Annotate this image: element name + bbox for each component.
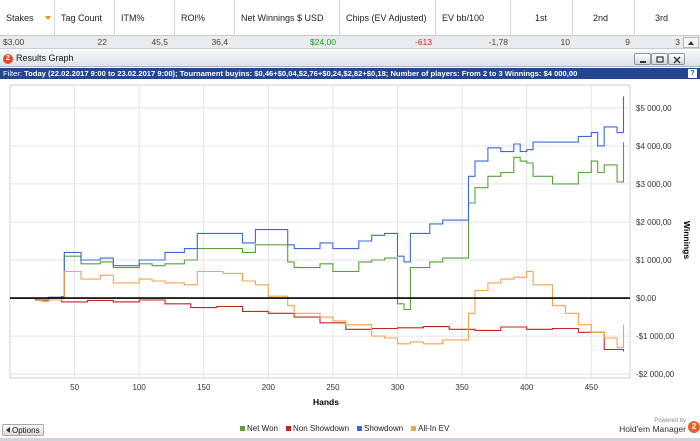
brand-name: Hold'em Manager xyxy=(619,424,686,434)
tag-count-value: 22 xyxy=(97,37,107,47)
legend-swatch xyxy=(411,425,417,431)
column-header-3rd[interactable]: 3rd xyxy=(635,0,700,36)
brand-block: Powered by Hold'em Manager xyxy=(619,418,686,434)
itm-value: 45,5 xyxy=(151,37,168,47)
close-icon xyxy=(673,56,681,64)
maximize-button[interactable] xyxy=(651,53,668,65)
filter-bar: Filter: Today (22.02.2017 9:00 to 23.02.… xyxy=(0,68,700,79)
x-tick-label: 200 xyxy=(262,383,276,392)
options-label: Options xyxy=(12,425,40,435)
maximize-icon xyxy=(656,56,664,63)
first-place-value: 10 xyxy=(560,37,570,47)
y-tick-labels: -$2 000,00 -$1 000,00 $0,00 $1 000,00 $2 000… xyxy=(636,104,675,379)
y-tick-label: -$1 000,00 xyxy=(636,332,675,341)
legend-showdown[interactable]: Showdown xyxy=(357,423,403,433)
legend-label: Showdown xyxy=(364,423,404,433)
column-header-itm[interactable]: ITM% xyxy=(115,0,175,36)
legend-label: Non Showdown xyxy=(292,423,350,433)
x-tick-label: 250 xyxy=(326,383,340,392)
y-tick-label: -$2 000,00 xyxy=(636,370,675,379)
column-header-label: ROI% xyxy=(181,13,206,23)
third-place-value: 3 xyxy=(675,37,680,47)
y-tick-label: $3 000,00 xyxy=(636,180,672,189)
column-header-label: EV bb/100 xyxy=(442,13,485,23)
filter-text: Today (22.02.2017 9:00 to 23.02.2017 9:0… xyxy=(24,69,578,78)
column-header-tag-count[interactable]: Tag Count xyxy=(55,0,115,36)
column-header-2nd[interactable]: 2nd xyxy=(573,0,635,36)
y-tick-label: $4 000,00 xyxy=(636,142,672,151)
hm2-logo-icon: 2 xyxy=(3,54,13,64)
column-header-label: Net Winnings $ USD xyxy=(241,13,324,23)
window-title: Results Graph xyxy=(16,53,74,63)
column-header-roi[interactable]: ROI% xyxy=(175,0,235,36)
column-header-label: Stakes xyxy=(6,13,34,23)
status-strip xyxy=(0,438,700,441)
results-graph[interactable]: 50 100 150 200 250 300 350 400 450 -$2 000,00 -$1… xyxy=(0,80,700,420)
stakes-value: $3,00 xyxy=(3,37,25,47)
column-header-label: 2nd xyxy=(593,13,609,23)
plot-area xyxy=(9,84,631,379)
column-header-net-winnings[interactable]: Net Winnings $ USD xyxy=(235,0,340,36)
net-winnings-value: $24,00 xyxy=(310,37,336,47)
column-header-label: Chips (EV Adjusted) xyxy=(346,13,427,23)
y-tick-label: $1 000,00 xyxy=(636,256,672,265)
legend-swatch xyxy=(240,425,245,431)
column-header-chips-ev[interactable]: Chips (EV Adjusted) xyxy=(340,0,436,36)
legend-all-in-ev[interactable]: All-In EV xyxy=(411,423,449,433)
x-tick-label: 50 xyxy=(70,383,79,392)
roi-value: 36,4 xyxy=(211,37,228,47)
help-icon[interactable]: ? xyxy=(688,69,697,78)
x-axis-label: Hands xyxy=(313,397,339,407)
legend-swatch xyxy=(285,425,291,431)
x-tick-label: 150 xyxy=(197,383,211,392)
series-line-net-won xyxy=(10,142,625,311)
series-line-showdown xyxy=(10,96,625,302)
filter-label: Filter: xyxy=(3,69,22,78)
results-chart[interactable]: 50 100 150 200 250 300 350 400 450 -$2 000,00 -$1… xyxy=(0,80,700,420)
hm2-brand-logo-icon: 2 xyxy=(688,421,700,433)
column-header-label: 1st xyxy=(535,13,548,23)
y-tick-label: $2 000,00 xyxy=(636,218,672,227)
column-header-label: ITM% xyxy=(121,13,145,23)
legend-non-showdown[interactable]: Non Showdown xyxy=(285,423,350,433)
minimize-button[interactable] xyxy=(634,53,651,65)
legend-net-won[interactable]: Net Won xyxy=(240,423,278,433)
series-line-non-showdown xyxy=(10,297,625,352)
second-place-value: 9 xyxy=(625,37,630,47)
column-header-ev-bb100[interactable]: EV bb/100 xyxy=(436,0,511,36)
legend-label: Net Won xyxy=(247,423,278,433)
arrow-left-icon xyxy=(6,427,10,433)
options-button[interactable]: Options xyxy=(2,424,44,436)
results-graph-titlebar[interactable]: 2 Results Graph xyxy=(0,51,700,67)
stats-row[interactable]: $3,00 22 45,5 36,4 $24,00 -613 -1,78 10 … xyxy=(0,36,700,49)
scroll-up-button[interactable] xyxy=(683,37,699,48)
sort-arrow-icon[interactable] xyxy=(45,16,51,20)
column-header-label: Tag Count xyxy=(61,13,103,23)
y-tick-label: $5 000,00 xyxy=(636,104,672,113)
chips-ev-value: -613 xyxy=(414,37,432,47)
column-header-label: 3rd xyxy=(655,13,669,23)
x-tick-label: 100 xyxy=(132,383,146,392)
chart-series xyxy=(10,96,630,352)
x-tick-label: 450 xyxy=(585,383,599,392)
x-tick-label: 350 xyxy=(455,383,469,392)
close-button[interactable] xyxy=(668,53,685,65)
y-tick-label: $0,00 xyxy=(636,294,657,303)
powered-by-text: Powered by xyxy=(654,418,686,424)
x-tick-label: 400 xyxy=(520,383,534,392)
column-header-1st[interactable]: 1st xyxy=(511,0,573,36)
legend-swatch xyxy=(357,425,363,431)
chart-legend: Net Won Non Showdown Showdown All-In EV xyxy=(240,423,449,433)
ev-bb100-value: -1,78 xyxy=(488,37,508,47)
stats-header: Stakes Tag Count ITM% ROI% Net Winnings … xyxy=(0,0,700,36)
minimize-icon xyxy=(640,61,646,63)
chart-grid xyxy=(9,84,631,379)
x-tick-labels: 50 100 150 200 250 300 350 400 450 xyxy=(70,383,598,392)
column-header-stakes[interactable]: Stakes xyxy=(0,0,55,36)
y-axis-label: Winnings xyxy=(682,221,692,259)
legend-label: All-In EV xyxy=(418,423,450,433)
x-tick-label: 300 xyxy=(391,383,405,392)
series-line-all-in-ev xyxy=(10,270,625,349)
